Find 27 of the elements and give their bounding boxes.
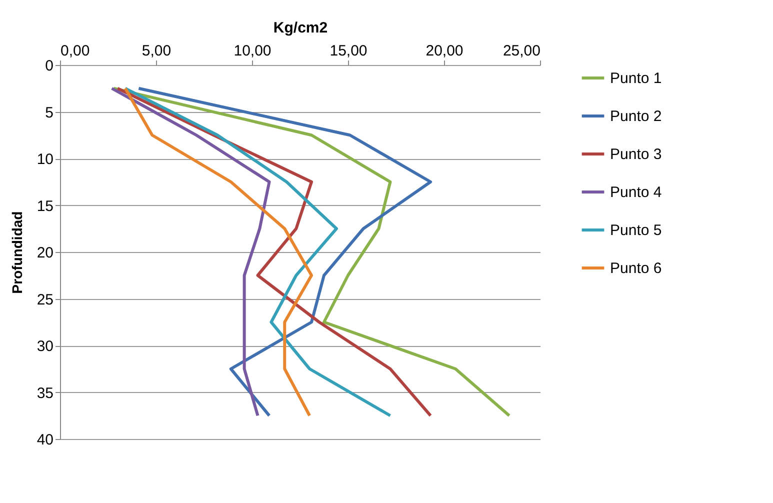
x-tick-label: 25,00 bbox=[502, 42, 540, 60]
y-tick-label: 0 bbox=[45, 58, 54, 74]
legend-label: Punto 4 bbox=[610, 184, 662, 201]
x-tick-label: 15,00 bbox=[330, 42, 368, 60]
x-tick-label: 5,00 bbox=[142, 42, 172, 60]
y-tick-label: 40 bbox=[36, 432, 54, 448]
line-series bbox=[112, 86, 511, 418]
y-tick-label: 10 bbox=[36, 151, 54, 168]
x-tick-label: 0,00 bbox=[60, 42, 90, 60]
line-series bbox=[110, 86, 271, 418]
x-tick-label: 10,00 bbox=[234, 42, 272, 60]
y-tick-label: 20 bbox=[36, 244, 54, 262]
x-axis-title: Kg/cm2 bbox=[273, 20, 328, 36]
y-tick-label: 5 bbox=[45, 104, 54, 122]
legend-label: Punto 5 bbox=[610, 222, 662, 239]
line-series bbox=[124, 86, 314, 418]
y-tick-label: 35 bbox=[36, 384, 54, 402]
x-tick-label: 20,00 bbox=[426, 42, 464, 60]
legend-label: Punto 1 bbox=[610, 70, 662, 87]
y-tick-label: 25 bbox=[36, 291, 54, 308]
legend-label: Punto 3 bbox=[610, 146, 662, 163]
y-tick-label: 30 bbox=[36, 338, 54, 355]
y-axis-title: Profundidad bbox=[8, 211, 25, 294]
y-tick-label: 15 bbox=[36, 198, 54, 215]
legend-label: Punto 2 bbox=[610, 108, 662, 125]
legend-label: Punto 6 bbox=[610, 260, 662, 277]
line-series bbox=[124, 86, 392, 418]
